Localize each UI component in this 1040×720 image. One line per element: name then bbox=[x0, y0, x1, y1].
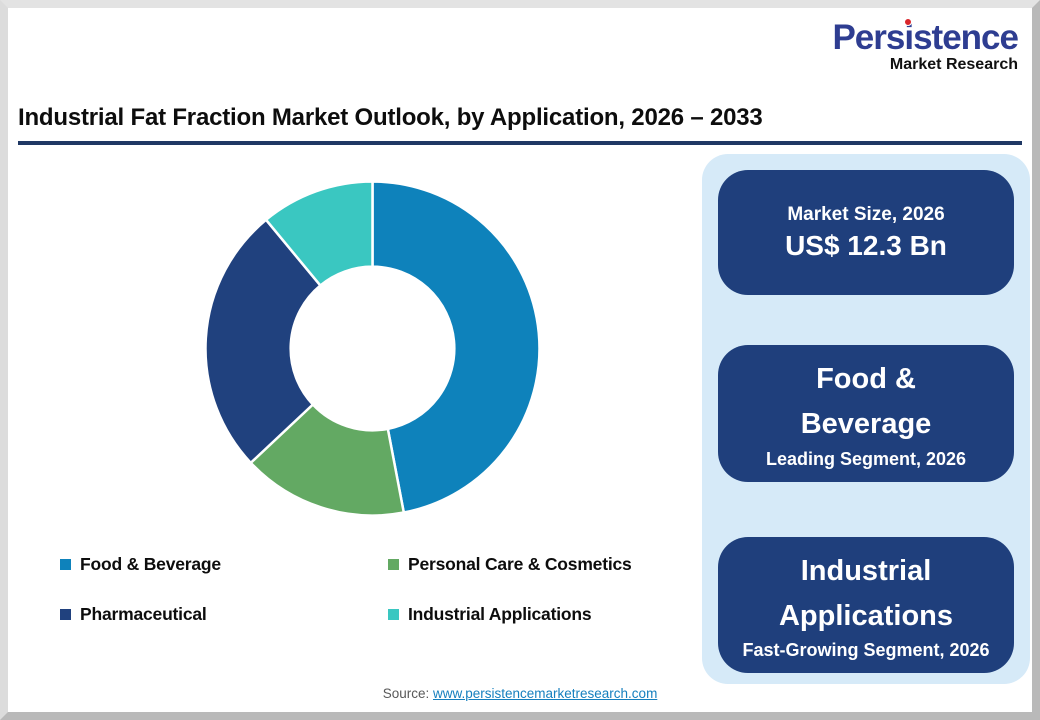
fast-growing-segment-title: Industrial Applications bbox=[778, 554, 953, 632]
logo-text-part1: Pers bbox=[832, 18, 905, 57]
logo: Persistence Market Research bbox=[832, 18, 1019, 73]
legend-label: Pharmaceutical bbox=[80, 604, 207, 624]
legend-item-personal-care: Personal Care & Cosmetics bbox=[388, 554, 685, 575]
legend-swatch-industrial-applications bbox=[388, 609, 399, 620]
donut-slice-personal-care-cosmetics bbox=[249, 403, 406, 517]
leading-segment-title: Food & Beverage bbox=[800, 363, 932, 440]
market-size-label: Market Size, 2026 bbox=[787, 203, 945, 225]
legend-swatch-food-beverage bbox=[60, 559, 71, 570]
legend-item-industrial-applications: Industrial Applications bbox=[388, 604, 685, 625]
donut-slice-food-beverage bbox=[371, 180, 541, 514]
fast-growing-segment-subtitle: Fast-Growing Segment, 2026 bbox=[742, 640, 990, 661]
source-label: Source: bbox=[382, 686, 430, 701]
legend-label: Food & Beverage bbox=[80, 554, 221, 574]
market-size-value: US$ 12.3 Bn bbox=[785, 229, 947, 261]
chart-legend: Food & Beverage Personal Care & Cosmetic… bbox=[60, 554, 685, 625]
donut-slice-pharmaceutical bbox=[204, 218, 322, 465]
donut-slice-industrial-applications bbox=[264, 180, 374, 287]
title-underline bbox=[18, 141, 1022, 145]
logo-red-dot-i: i bbox=[904, 18, 914, 57]
donut-chart bbox=[204, 180, 541, 517]
logo-text-part2: stence bbox=[913, 18, 1019, 57]
legend-label: Industrial Applications bbox=[408, 604, 592, 624]
leading-segment-subtitle: Leading Segment, 2026 bbox=[765, 448, 967, 469]
leading-segment-card: Food & Beverage Leading Segment, 2026 bbox=[718, 345, 1014, 482]
market-size-card: Market Size, 2026 US$ 12.3 Bn bbox=[718, 170, 1014, 295]
legend-swatch-pharmaceutical bbox=[60, 609, 71, 620]
legend-label: Personal Care & Cosmetics bbox=[408, 554, 632, 574]
source-line: Source: www.persistencemarketresearch.co… bbox=[8, 686, 1032, 701]
legend-item-pharmaceutical: Pharmaceutical bbox=[60, 604, 388, 625]
legend-swatch-personal-care bbox=[388, 559, 399, 570]
fast-growing-segment-card: Industrial Applications Fast-Growing Seg… bbox=[718, 537, 1014, 673]
highlight-panel: Market Size, 2026 US$ 12.3 Bn Food & Bev… bbox=[702, 154, 1030, 684]
legend-item-food-beverage: Food & Beverage bbox=[60, 554, 388, 575]
page-title: Industrial Fat Fraction Market Outlook, … bbox=[18, 104, 763, 131]
logo-subtitle: Market Research bbox=[889, 56, 1018, 73]
logo-wordmark: Persistence bbox=[832, 18, 1019, 57]
source-link[interactable]: www.persistencemarketresearch.com bbox=[432, 686, 658, 701]
